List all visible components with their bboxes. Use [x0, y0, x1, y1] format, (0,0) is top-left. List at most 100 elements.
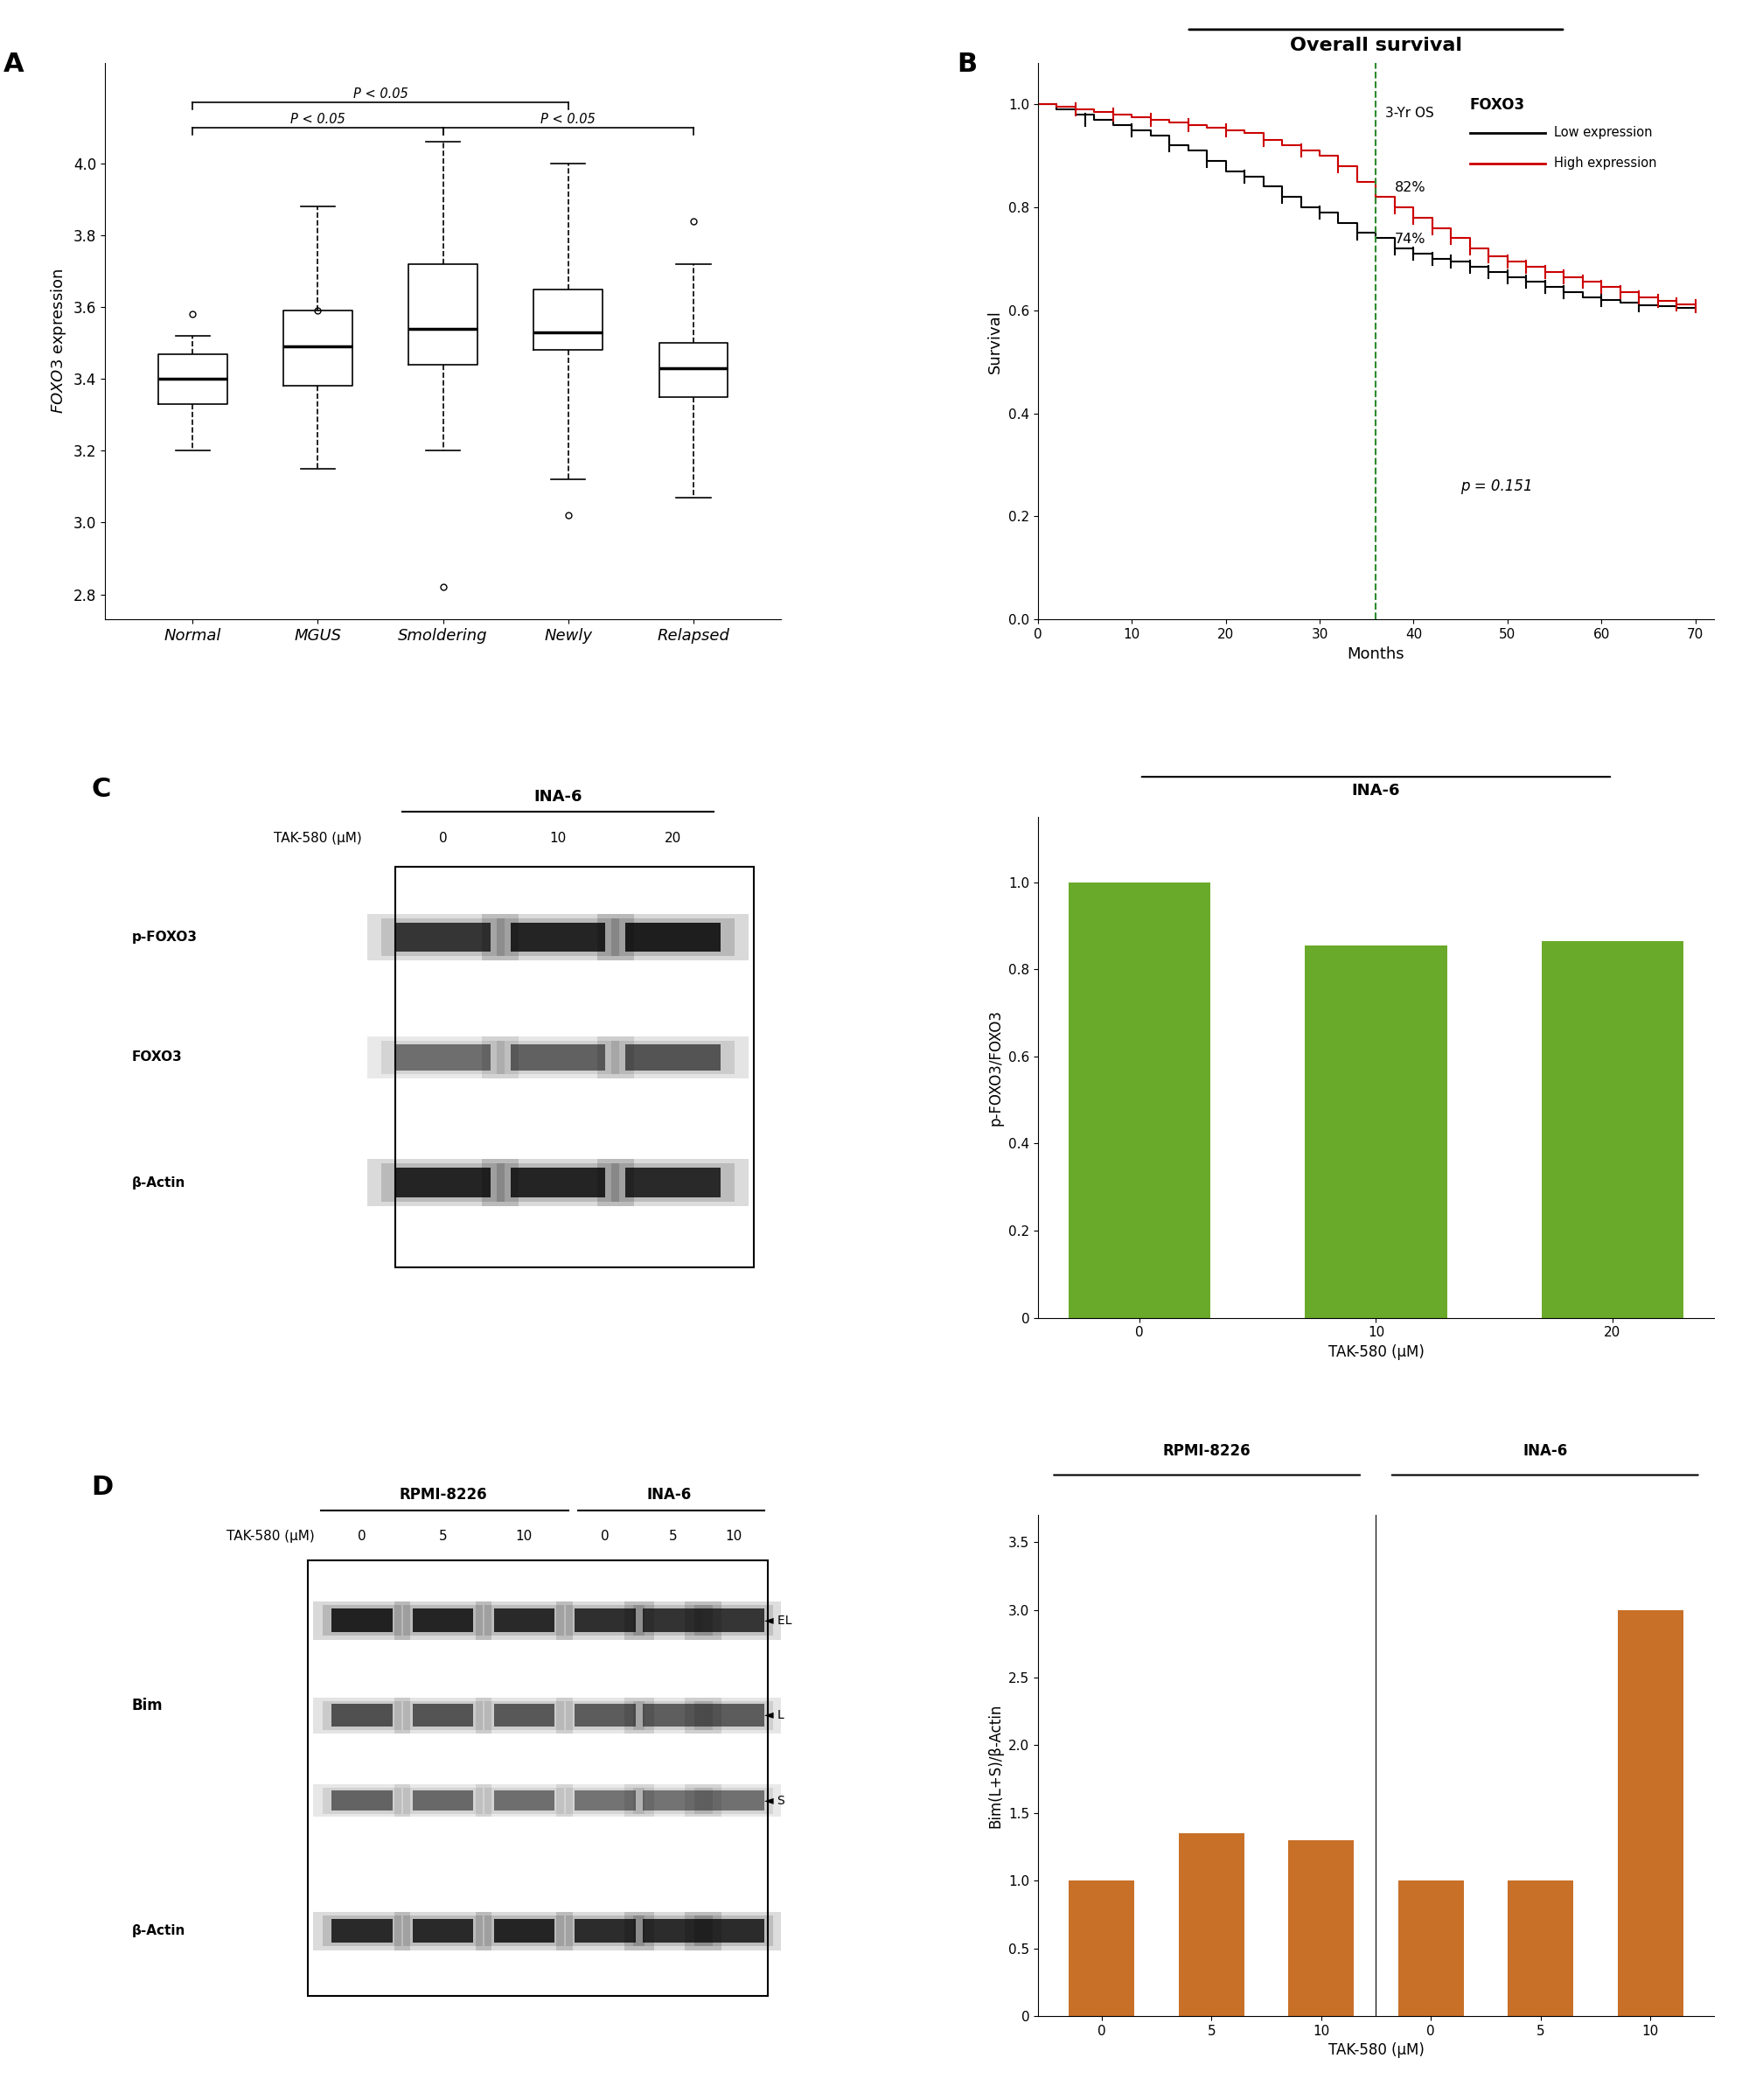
Bar	[367, 1159, 519, 1205]
Bar	[484, 1915, 563, 1947]
Bar	[511, 922, 605, 951]
Bar	[624, 1911, 722, 1951]
Bar	[556, 1785, 654, 1816]
Text: ◄ S: ◄ S	[764, 1796, 785, 1806]
Bar	[624, 1697, 722, 1732]
Bar	[511, 1044, 605, 1071]
Bar	[331, 1791, 392, 1810]
Bar	[483, 1159, 633, 1205]
Bar	[612, 918, 735, 956]
Bar	[642, 1609, 703, 1632]
Bar	[686, 1785, 782, 1816]
Bar	[313, 1785, 411, 1816]
Bar	[686, 1697, 782, 1732]
Bar	[413, 1919, 474, 1943]
Bar	[395, 1168, 490, 1197]
Text: FOXO3: FOXO3	[1469, 97, 1525, 113]
Bar	[322, 1604, 402, 1636]
Bar	[575, 1791, 635, 1810]
Bar	[596, 1037, 749, 1077]
Bar	[1397, 1882, 1464, 2016]
Bar	[642, 1919, 703, 1943]
Bar	[381, 1040, 504, 1075]
Bar	[556, 1911, 654, 1951]
Text: β-Actin: β-Actin	[131, 1924, 185, 1938]
Bar	[1618, 1611, 1683, 2016]
Bar	[642, 1791, 703, 1810]
Bar	[565, 1604, 645, 1636]
Bar	[703, 1705, 764, 1726]
Bar	[476, 1911, 572, 1951]
Bar	[633, 1787, 712, 1814]
Y-axis label: Bim(L+S)/β-Actin: Bim(L+S)/β-Actin	[988, 1703, 1004, 1827]
Text: 0: 0	[439, 832, 448, 844]
Bar	[1069, 1882, 1135, 2016]
Bar	[404, 1915, 483, 1947]
Bar	[686, 1600, 782, 1640]
Y-axis label: Survival: Survival	[988, 309, 1004, 374]
Bar	[322, 1701, 402, 1730]
Bar	[313, 1911, 411, 1951]
Text: B: B	[957, 53, 978, 78]
Bar	[484, 1787, 563, 1814]
Bar	[367, 913, 519, 960]
Bar	[1305, 945, 1446, 1319]
Text: p-FOXO3: p-FOXO3	[131, 930, 198, 943]
Text: RPMI-8226: RPMI-8226	[399, 1487, 486, 1504]
Bar	[313, 1600, 411, 1640]
Bar	[686, 1911, 782, 1951]
Text: TAK-580 (μM): TAK-580 (μM)	[227, 1531, 315, 1544]
Bar	[483, 1037, 633, 1077]
Bar	[381, 1163, 504, 1201]
Bar	[331, 1705, 392, 1726]
Bar	[394, 1785, 491, 1816]
Bar	[493, 1705, 554, 1726]
Bar	[575, 1919, 635, 1943]
Bar	[493, 1609, 554, 1632]
Bar	[626, 1168, 721, 1197]
Text: β-Actin: β-Actin	[131, 1176, 185, 1189]
Bar	[575, 1609, 635, 1632]
Title: Overall survival: Overall survival	[1289, 38, 1462, 55]
Bar	[493, 1919, 554, 1943]
Bar	[493, 1791, 554, 1810]
Text: 20: 20	[665, 832, 682, 844]
Bar	[642, 1705, 703, 1726]
Bar	[476, 1697, 572, 1732]
Bar	[404, 1604, 483, 1636]
Text: 10: 10	[726, 1531, 742, 1544]
Bar	[575, 1705, 635, 1726]
Text: 10: 10	[549, 832, 567, 844]
Text: 5: 5	[668, 1531, 677, 1544]
Y-axis label: $\it{FOXO3}$ expression: $\it{FOXO3}$ expression	[49, 269, 68, 414]
Bar	[511, 1168, 605, 1197]
Bar	[394, 1911, 491, 1951]
Text: 0: 0	[357, 1531, 366, 1544]
Bar	[624, 1785, 722, 1816]
Bar	[633, 1915, 712, 1947]
Bar	[497, 1040, 619, 1075]
Bar	[308, 1560, 768, 1995]
Text: P < 0.05: P < 0.05	[290, 113, 345, 126]
Bar	[395, 1044, 490, 1071]
Bar	[694, 1787, 773, 1814]
Bar	[624, 1600, 722, 1640]
Bar	[313, 1697, 411, 1732]
Bar	[484, 1604, 563, 1636]
Bar	[556, 1600, 654, 1640]
Bar	[633, 1604, 712, 1636]
Bar	[484, 1701, 563, 1730]
Bar	[413, 1705, 474, 1726]
Text: FOXO3: FOXO3	[131, 1050, 182, 1065]
Bar	[394, 1600, 491, 1640]
Text: ◄ EL: ◄ EL	[764, 1615, 792, 1625]
Text: A: A	[3, 53, 24, 78]
Bar	[404, 1787, 483, 1814]
Bar	[596, 913, 749, 960]
Text: INA-6: INA-6	[533, 790, 582, 804]
Bar	[331, 1919, 392, 1943]
Bar	[381, 918, 504, 956]
Text: 5: 5	[439, 1531, 448, 1544]
Bar	[703, 1919, 764, 1943]
Text: p = 0.151: p = 0.151	[1460, 479, 1532, 493]
